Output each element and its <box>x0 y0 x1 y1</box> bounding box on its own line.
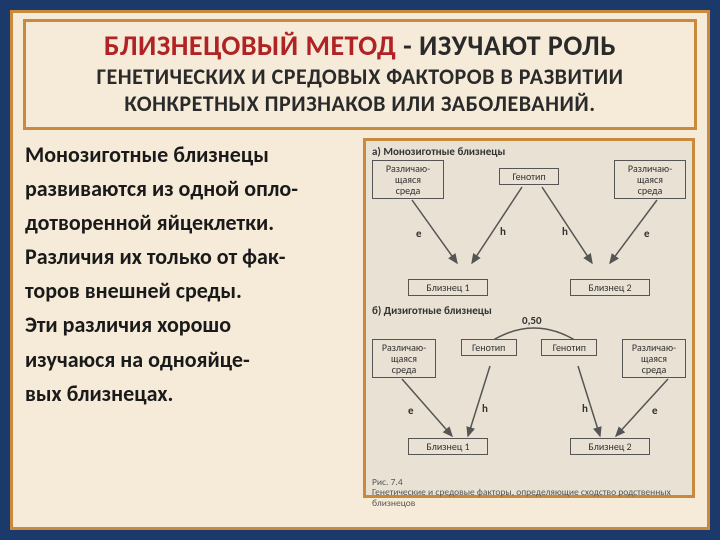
body-text: Монозиготные близнецы развиваются из одн… <box>25 138 355 498</box>
slide-root: БЛИЗНЕЦОВЫЙ МЕТОД - ИЗУЧАЮТ РОЛЬ ГЕНЕТИЧ… <box>0 0 720 540</box>
content-row: Монозиготные близнецы развиваются из одн… <box>13 138 707 506</box>
title-line-3: КОНКРЕТНЫХ ПРИЗНАКОВ ИЛИ ЗАБОЛЕВАНИЙ. <box>36 90 684 117</box>
node-env-left: Различаю- щаяся среда <box>372 160 444 199</box>
node-env-right: Различаю- щаяся среда <box>622 339 686 378</box>
body-line: вых близнецах. <box>25 377 355 411</box>
node-genotype: Генотип <box>499 168 559 185</box>
node-env-left: Различаю- щаяся среда <box>372 339 436 378</box>
node-genotype-1: Генотип <box>461 339 517 356</box>
panel-a-bottom-row: Близнец 1 Близнец 2 <box>372 279 686 296</box>
edge-label-e: e <box>416 227 422 240</box>
title-dark: - ИЗУЧАЮТ РОЛЬ <box>396 28 616 63</box>
edge-label-e: e <box>644 227 650 240</box>
node-twin-2: Близнец 2 <box>570 279 650 296</box>
panel-a-top-row: Различаю- щаяся среда Генотип Различаю- … <box>372 160 686 199</box>
diagram-caption: Рис. 7.4 Генетические и средовые факторы… <box>372 477 686 508</box>
edge-label-e: e <box>408 404 414 417</box>
body-line: дотворенной яйцеклетки. <box>25 206 355 240</box>
panel-b: б) Дизиготные близнецы 0,50 Различаю- ща… <box>372 304 686 474</box>
edge-label-h: h <box>482 402 488 415</box>
node-genotype-2: Генотип <box>541 339 597 356</box>
title-line-1: БЛИЗНЕЦОВЫЙ МЕТОД - ИЗУЧАЮТ РОЛЬ <box>36 28 684 63</box>
slide-frame: БЛИЗНЕЦОВЫЙ МЕТОД - ИЗУЧАЮТ РОЛЬ ГЕНЕТИЧ… <box>10 10 710 530</box>
title-line-2: ГЕНЕТИЧЕСКИХ И СРЕДОВЫХ ФАКТОРОВ В РАЗВИ… <box>36 63 684 90</box>
edge-label-e: e <box>652 404 658 417</box>
panel-b-bottom-row: Близнец 1 Близнец 2 <box>372 438 686 455</box>
edge-label-h: h <box>582 402 588 415</box>
node-twin-1: Близнец 1 <box>408 438 488 455</box>
shared-value: 0,50 <box>522 314 542 327</box>
node-twin-1: Близнец 1 <box>408 279 488 296</box>
body-line: развиваются из одной опло- <box>25 172 355 206</box>
panel-b-top-row: Различаю- щаяся среда Генотип Генотип Ра… <box>372 339 686 378</box>
panel-a: а) Монозиготные близнецы Различаю- щаяся… <box>372 145 686 300</box>
node-twin-2: Близнец 2 <box>570 438 650 455</box>
body-line: Эти различия хорошо <box>25 308 355 342</box>
title-box: БЛИЗНЕЦОВЫЙ МЕТОД - ИЗУЧАЮТ РОЛЬ ГЕНЕТИЧ… <box>23 19 697 130</box>
body-line: торов внешней среды. <box>25 274 355 308</box>
edge-label-h: h <box>562 225 568 238</box>
panel-a-label: а) Монозиготные близнецы <box>372 145 686 158</box>
body-line: Различия их только от фак- <box>25 240 355 274</box>
diagram-box: а) Монозиготные близнецы Различаю- щаяся… <box>363 138 695 498</box>
edge-label-h: h <box>500 225 506 238</box>
node-env-right: Различаю- щаяся среда <box>614 160 686 199</box>
body-line: Монозиготные близнецы <box>25 138 355 172</box>
body-line: изучаюся на однояйце- <box>25 343 355 377</box>
title-red: БЛИЗНЕЦОВЫЙ МЕТОД <box>104 28 396 63</box>
